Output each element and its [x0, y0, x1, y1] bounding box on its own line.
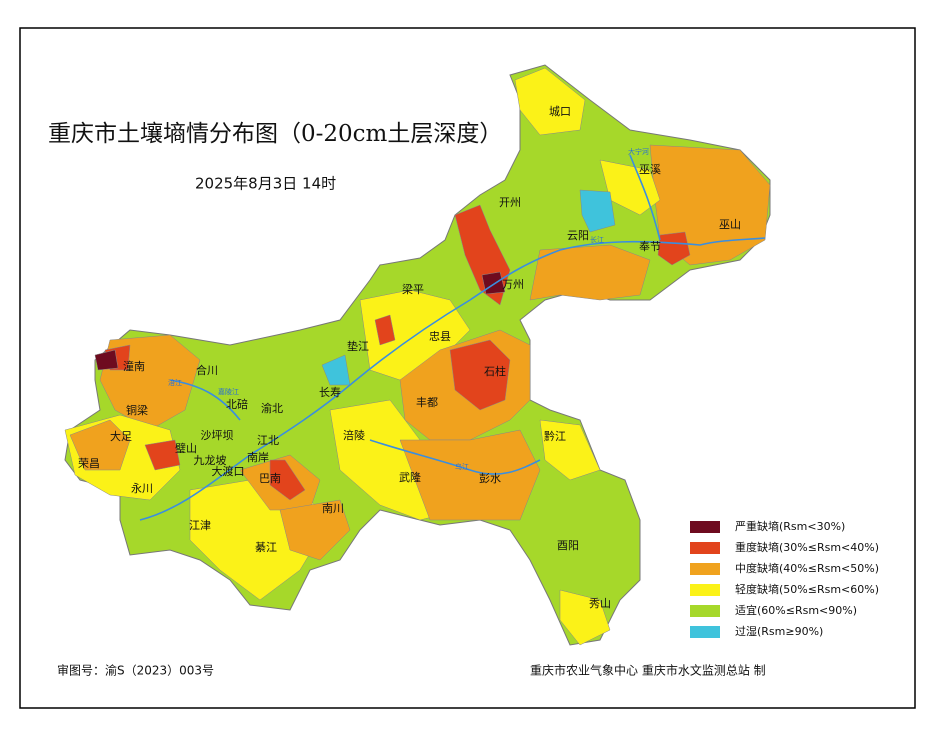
moisture-region: [514, 67, 586, 136]
district-label: 梁平: [402, 282, 424, 296]
legend-swatch: [690, 605, 720, 617]
legend-label: 重度缺墒(30%≤Rsm<40%): [735, 540, 879, 554]
moisture-region: [529, 244, 651, 301]
district-label: 城口: [549, 105, 571, 118]
legend: 严重缺墒(Rsm<30%) 重度缺墒(30%≤Rsm<40%) 中度缺墒(40%≤R…: [690, 519, 879, 638]
district-label: 长寿: [319, 385, 341, 399]
district-label: 永川: [131, 481, 153, 495]
moisture-region: [269, 459, 306, 501]
river-label: 嘉陵江: [218, 387, 239, 396]
moisture-region: [449, 339, 511, 411]
river-label: 长江: [590, 235, 604, 244]
district-label: 忠县: [429, 330, 451, 343]
district-label: 渝北: [261, 401, 283, 415]
district-label: 巴南: [259, 472, 281, 485]
district-label: 綦江: [255, 541, 277, 554]
district-label: 垫江: [347, 339, 369, 353]
legend-label: 严重缺墒(Rsm<30%): [735, 519, 845, 533]
district-label: 北碚: [226, 397, 248, 411]
district-label: 巫山: [719, 218, 741, 231]
river-label: 乌江: [455, 462, 469, 471]
map-date: 2025年8月3日 14时: [195, 175, 336, 193]
district-label: 铜梁: [126, 403, 148, 417]
district-label: 江北: [257, 434, 279, 447]
district-label: 南岸: [247, 451, 269, 464]
legend-label: 轻度缺墒(50%≤Rsm<60%): [735, 582, 879, 596]
producer: 重庆市农业气象中心 重庆市水文监测总站 制: [530, 663, 766, 678]
legend-swatch: [690, 542, 720, 554]
moisture-region: [374, 314, 396, 346]
moisture-region: [559, 589, 611, 646]
district-label: 云阳: [567, 229, 589, 242]
district-label: 璧山: [175, 441, 197, 455]
district-label: 黔江: [544, 429, 566, 443]
legend-label: 过湿(Rsm≥90%): [735, 625, 823, 638]
moisture-region: [539, 419, 601, 481]
district-label: 南川: [322, 502, 344, 515]
map-title: 重庆市土壤墒情分布图（0-20cm土层深度）: [48, 121, 502, 147]
district-label: 江津: [189, 519, 211, 532]
moisture-region: [144, 439, 181, 471]
legend-swatch: [690, 563, 720, 575]
district-label: 大渡口: [212, 464, 245, 478]
moisture-region: [579, 189, 616, 233]
rivers: [139, 154, 766, 521]
district-label: 秀山: [589, 597, 611, 610]
district-label: 彭水: [479, 471, 501, 485]
district-label: 万州: [502, 278, 524, 291]
approval-number: 审图号：渝S（2023）003号: [57, 663, 214, 678]
district-label: 丰都: [416, 396, 438, 409]
legend-label: 适宜(60%≤Rsm<90%): [735, 603, 857, 617]
district-label: 合川: [196, 363, 218, 377]
legend-label: 中度缺墒(40%≤Rsm<50%): [735, 561, 879, 575]
district-label: 九龙坡: [194, 454, 227, 467]
district-label: 涪陵: [343, 428, 365, 442]
river-label: 涪江: [168, 378, 182, 387]
moisture-region: [279, 499, 351, 561]
moisture-region: [657, 231, 691, 266]
district-label: 大足: [110, 429, 132, 443]
district-label: 沙坪坝: [201, 428, 234, 442]
legend-swatch: [690, 521, 720, 533]
district-label: 奉节: [639, 239, 661, 253]
district-label: 潼南: [123, 359, 145, 373]
district-label: 开州: [499, 196, 521, 209]
district-label: 石柱: [484, 364, 506, 378]
district-label: 荣昌: [78, 457, 100, 470]
moisture-region: [399, 429, 541, 521]
district-label: 酉阳: [557, 539, 579, 552]
legend-swatch: [690, 626, 720, 638]
moisture-region: [94, 349, 119, 371]
legend-swatch: [690, 584, 720, 596]
moisture-region: [69, 419, 131, 471]
district-label: 武隆: [399, 470, 421, 484]
district-label: 巫溪: [639, 163, 661, 176]
river-label: 大宁河: [628, 147, 649, 156]
map-regions: [64, 64, 771, 646]
